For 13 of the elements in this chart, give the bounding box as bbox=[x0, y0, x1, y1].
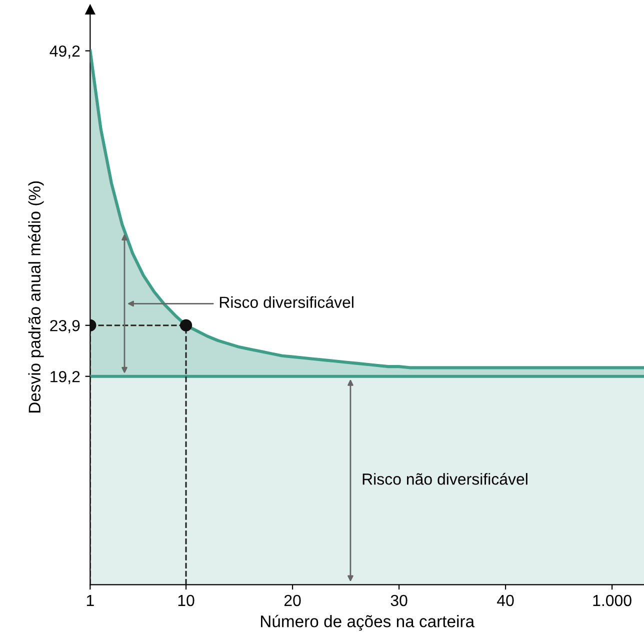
x-tick-label: 20 bbox=[284, 594, 301, 606]
x-tick-label: 30 bbox=[390, 594, 408, 606]
x-axis-title: Número de ações na carteira bbox=[260, 614, 475, 631]
x-tick-label: 10 bbox=[178, 594, 194, 606]
x-tick-label: 40 bbox=[497, 594, 514, 606]
y-tick-label: 19,2 bbox=[50, 370, 80, 384]
y-axis-title: Desvio padrão anual médio (%) bbox=[28, 181, 44, 412]
y-tick-label: 49,2 bbox=[50, 45, 80, 59]
x-tick-label: 1 bbox=[86, 594, 94, 606]
x-tick-label: 1.000 bbox=[593, 594, 632, 606]
y-tick-label: 23,9 bbox=[50, 320, 80, 334]
annotation: Risco não diversificável bbox=[362, 472, 528, 485]
annotation: Risco diversificável bbox=[220, 296, 354, 308]
